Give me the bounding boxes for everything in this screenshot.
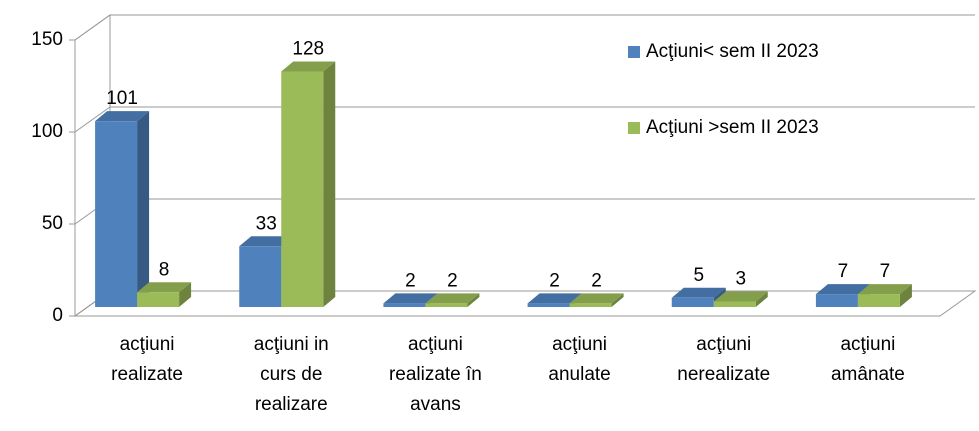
bar-front — [425, 303, 468, 307]
x-tick-line: acţiuni — [408, 334, 463, 355]
bar — [857, 284, 912, 307]
grid-line — [74, 106, 975, 133]
bar — [137, 282, 192, 307]
x-tick-line: acţiuni — [696, 334, 751, 355]
x-tick-line: realizate în — [389, 364, 482, 385]
x-tick-line: acţiuni in — [254, 334, 329, 355]
x-tick-line: anulate — [548, 364, 610, 385]
bar-top — [383, 293, 438, 304]
bar — [281, 61, 336, 308]
bar — [425, 293, 480, 307]
data-label: 7 — [880, 261, 891, 282]
bar-side — [755, 291, 768, 307]
bar-top — [527, 293, 582, 304]
bar-top — [671, 287, 726, 298]
bar-front — [857, 294, 900, 307]
x-tick-line: realizate — [111, 364, 183, 385]
x-tick-label: acţiuni amânate — [831, 334, 905, 385]
bar-front — [239, 246, 282, 307]
bar-side — [899, 284, 912, 307]
x-tick-line: acţiuni — [120, 334, 175, 355]
bar-side — [179, 282, 192, 307]
data-label: 2 — [549, 270, 560, 291]
data-label: 2 — [405, 270, 416, 291]
data-label: 101 — [106, 88, 138, 109]
bar-front — [137, 292, 180, 307]
x-tick-line: curs de — [260, 364, 322, 385]
y-tick-label: 50 — [42, 213, 63, 234]
bar-top — [137, 282, 192, 293]
bar — [95, 111, 150, 307]
bar-front — [815, 294, 858, 307]
bar-top — [857, 284, 912, 295]
legend-label: Acţiuni< sem II 2023 — [646, 41, 819, 62]
x-tick-label: acţiuni realizate — [111, 334, 183, 385]
x-tick-line: nerealizate — [677, 364, 770, 385]
x-tick-line: realizare — [255, 394, 328, 415]
bar — [569, 293, 624, 307]
bar-front — [713, 301, 756, 307]
y-tick-label: 150 — [31, 29, 63, 50]
bar — [713, 291, 768, 307]
x-tick-line: acţiuni — [552, 334, 607, 355]
bar-side — [137, 111, 150, 307]
x-tick-label: acţiuni realizate în avans — [389, 334, 482, 415]
x-tick-label: acţiuni in curs de realizare — [254, 334, 329, 415]
bar-front — [671, 297, 714, 307]
x-tick-line: acţiuni — [840, 334, 895, 355]
bar-front — [281, 71, 324, 307]
x-tick-label: acţiuni nerealizate — [677, 334, 770, 385]
bar-top — [95, 111, 150, 122]
legend-swatch — [628, 122, 640, 134]
data-label: 2 — [591, 270, 602, 291]
data-label: 2 — [447, 270, 458, 291]
y-tick-label: 0 — [52, 305, 63, 326]
legend-swatch — [628, 46, 640, 58]
bar-side — [323, 61, 336, 308]
data-label: 3 — [735, 268, 746, 289]
bar-front — [527, 303, 570, 307]
y-tick-label: 100 — [31, 121, 63, 142]
bar-front — [569, 303, 612, 307]
data-label: 33 — [256, 213, 277, 234]
legend-label: Acţiuni >sem II 2023 — [646, 117, 819, 138]
bar-side — [611, 293, 624, 307]
bar-top — [569, 293, 624, 304]
bar-top — [815, 284, 870, 295]
grid-line — [74, 198, 975, 225]
bar-top — [713, 291, 768, 302]
bar-side — [467, 293, 480, 307]
bar-front — [95, 121, 138, 307]
data-label: 5 — [693, 265, 704, 286]
data-label: 128 — [292, 38, 324, 59]
x-tick-label: acţiuni anulate — [548, 334, 610, 385]
bar-top — [281, 61, 336, 72]
data-label: 8 — [159, 259, 170, 280]
x-tick-line: avans — [410, 394, 461, 415]
bar-front — [383, 303, 426, 307]
bar-top — [425, 293, 480, 304]
data-label: 7 — [838, 261, 849, 282]
grid-line — [74, 14, 975, 41]
x-tick-line: amânate — [831, 364, 905, 385]
bar-top — [239, 236, 294, 247]
